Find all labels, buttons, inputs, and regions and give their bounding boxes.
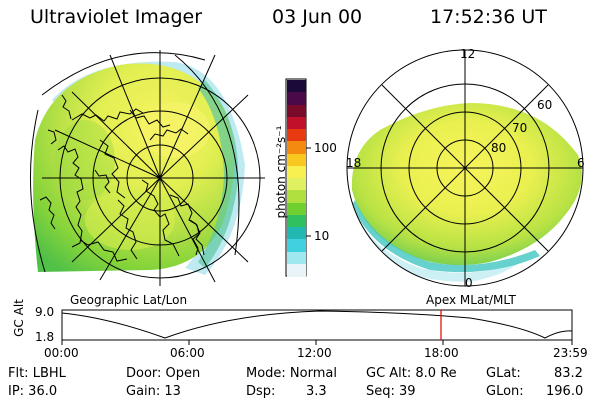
colorbar-segment xyxy=(287,80,306,93)
magnetic-image xyxy=(351,103,582,282)
mode-info: Mode: Normal xyxy=(246,366,337,381)
colorbar-segment xyxy=(287,214,306,228)
timeline-tick-0600: 06:00 xyxy=(170,346,205,360)
glon-label: GLon: xyxy=(486,384,524,399)
colorbar-segment xyxy=(287,263,306,277)
mlat-label-70: 70 xyxy=(512,121,528,135)
gain-info: Gain: 13 xyxy=(126,384,181,399)
observation-time: 17:52:36 UT xyxy=(430,6,547,28)
colorbar-segment xyxy=(287,251,306,265)
colorbar-segment xyxy=(287,227,306,240)
instrument-title: Ultraviolet Imager xyxy=(30,6,203,28)
mlt-label-12: 12 xyxy=(460,47,476,61)
mlt-label-6: 6 xyxy=(577,156,585,170)
colorbar-unit-label: photon cm⁻²s⁻¹ xyxy=(274,125,288,219)
colorbar-segment xyxy=(287,202,306,216)
timeline-tick-1800: 18:00 xyxy=(424,346,459,360)
colorbar-segment xyxy=(287,178,306,191)
colorbar-segment xyxy=(287,104,306,118)
colorbar-segment xyxy=(287,239,306,252)
timeline-tick-2359: 23:59 xyxy=(553,346,588,360)
observation-date: 03 Jun 00 xyxy=(272,6,363,28)
colorbar-segment xyxy=(287,141,306,154)
gcalt-info: GC Alt: 8.0 Re xyxy=(366,366,457,381)
timeline-tick-1200: 12:00 xyxy=(297,346,332,360)
mlat-label-80: 80 xyxy=(491,141,507,155)
altitude-curve xyxy=(61,310,573,339)
glat-label: GLat: xyxy=(486,366,521,381)
colorbar-segment xyxy=(287,165,306,179)
left-panel-caption: Geographic Lat/Lon xyxy=(70,293,188,307)
mlt-label-18: 18 xyxy=(346,156,362,170)
coastlines xyxy=(39,94,205,262)
colorbar-segment xyxy=(287,190,306,203)
timeline-tick-0000: 00:00 xyxy=(44,346,79,360)
colorbar-scale xyxy=(287,80,306,277)
colorbar-segment xyxy=(287,116,306,130)
glat-value: 83.2 xyxy=(554,366,583,381)
right-panel-caption: Apex MLat/MLT xyxy=(426,293,516,307)
colorbar-tick-10: 10 xyxy=(314,229,330,243)
colorbar-segment xyxy=(287,153,306,167)
glon-value: 196.0 xyxy=(546,384,584,399)
ip-info: IP: 36.0 xyxy=(8,384,58,399)
timeline-ymin: 1.8 xyxy=(35,330,55,344)
filter-info: Flt: LBHL xyxy=(8,366,66,381)
dsp-value: 3.3 xyxy=(306,384,327,399)
timeline-ymax: 9.0 xyxy=(35,305,55,319)
altitude-timeline xyxy=(61,309,573,345)
timeline-ylabel: GC Alt xyxy=(12,299,26,337)
colorbar-segment xyxy=(287,129,306,142)
seq-info: Seq: 39 xyxy=(366,384,416,399)
mlt-label-0: 0 xyxy=(465,276,473,290)
geographic-grid xyxy=(30,50,265,286)
colorbar-tick-100: 100 xyxy=(314,141,337,155)
dsp-label: Dsp: xyxy=(246,384,276,399)
colorbar-segment xyxy=(287,92,306,105)
mlat-label-60: 60 xyxy=(537,98,553,112)
door-info: Door: Open xyxy=(126,366,201,381)
polar-grid xyxy=(346,49,584,287)
